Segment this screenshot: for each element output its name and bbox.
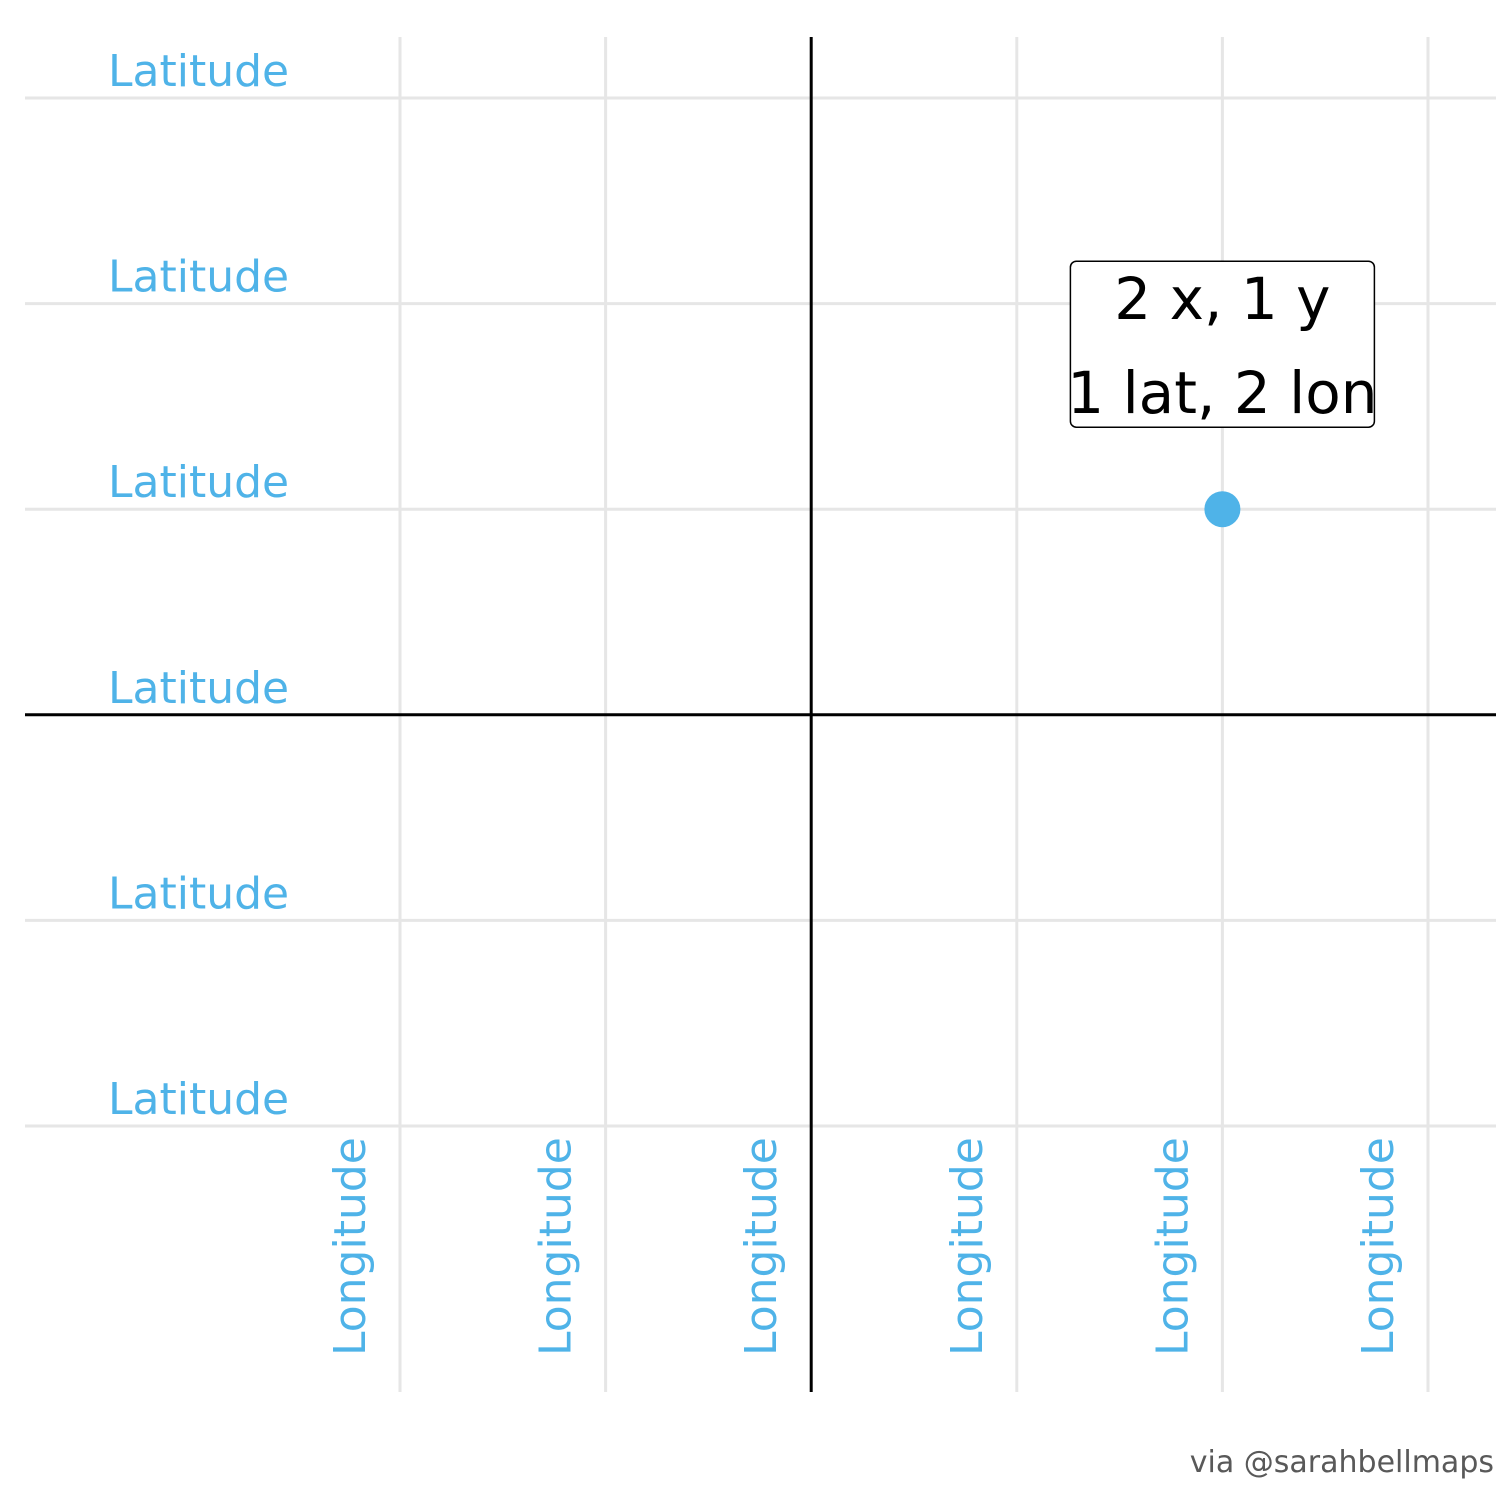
y-tick-label: Latitude bbox=[108, 663, 289, 714]
x-tick-label: Longitude bbox=[1147, 1137, 1198, 1356]
annotation-layer: 2 x, 1 y 1 lat, 2 lon bbox=[1067, 260, 1378, 428]
y-tick-label: Latitude bbox=[108, 252, 289, 303]
y-tick-label: Latitude bbox=[108, 46, 289, 97]
y-tick-label: Latitude bbox=[108, 868, 289, 919]
data-point bbox=[1204, 491, 1241, 528]
y-tick-label: Latitude bbox=[108, 457, 289, 508]
annotation-line-2: 1 lat, 2 lon bbox=[1067, 359, 1377, 427]
x-tick-label: Longitude bbox=[942, 1137, 993, 1356]
x-tick-label: Longitude bbox=[1353, 1137, 1404, 1356]
x-tick-label: Longitude bbox=[531, 1137, 582, 1356]
caption: via @sarahbellmaps bbox=[1190, 1445, 1494, 1480]
points-layer bbox=[1204, 491, 1241, 528]
x-tick-label: Longitude bbox=[325, 1137, 376, 1356]
x-tick-label: Longitude bbox=[736, 1137, 787, 1356]
annotation-box bbox=[1069, 260, 1376, 428]
annotation-line-1: 2 x, 1 y bbox=[1114, 265, 1330, 333]
labels-layer: Longitude Longitude Longitude Longitude Long… bbox=[108, 46, 1404, 1356]
axes-layer bbox=[25, 37, 1496, 1392]
y-tick-label: Latitude bbox=[108, 1074, 289, 1125]
